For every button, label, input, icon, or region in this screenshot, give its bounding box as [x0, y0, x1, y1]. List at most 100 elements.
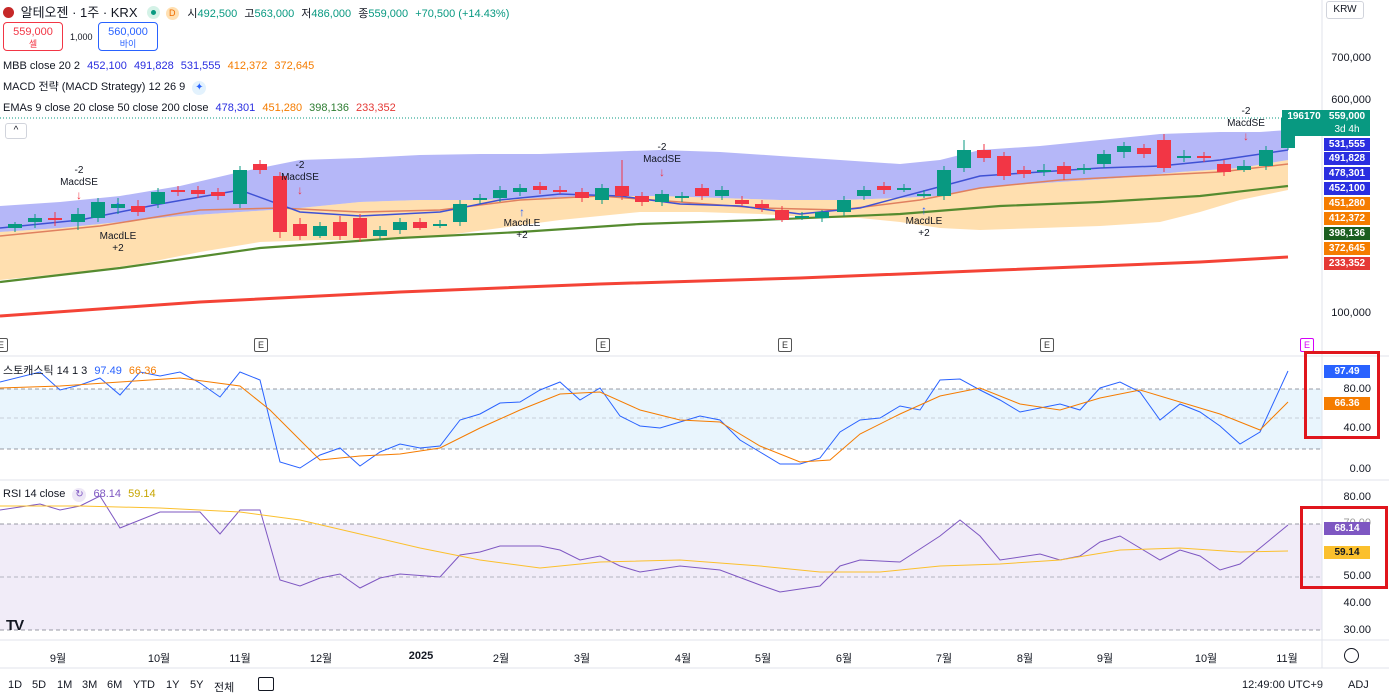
candle	[857, 190, 871, 196]
earnings-marker[interactable]: E	[254, 338, 268, 352]
price-scale-100k: 100,000	[1331, 307, 1371, 319]
x-label: 5월	[754, 653, 772, 665]
x-label: 9월	[1096, 653, 1114, 665]
range-1d[interactable]: 1D	[8, 679, 23, 691]
candle	[1017, 170, 1031, 174]
price-tag-orange-2: 412,372	[1324, 212, 1370, 225]
x-label: 4월	[674, 653, 692, 665]
range-ytd[interactable]: YTD	[133, 679, 155, 691]
candle	[211, 192, 225, 196]
ohlc-close: 559,000	[368, 8, 409, 20]
legend-macd[interactable]: MACD 전략 (MACD Strategy) 12 26 9 ✦	[3, 80, 210, 95]
earnings-marker[interactable]: E	[778, 338, 792, 352]
ema-20-line	[0, 163, 1289, 237]
buy-price: 560,000	[108, 26, 148, 38]
spread-value: 1,000	[70, 32, 93, 42]
price-scale-700k: 700,000	[1331, 52, 1371, 64]
rsi-settings-icon[interactable]: ↻	[72, 488, 87, 502]
candle	[151, 192, 165, 204]
candle	[493, 190, 507, 198]
candle	[1097, 154, 1111, 164]
candle	[71, 214, 85, 222]
range-5y[interactable]: 5Y	[190, 679, 204, 691]
candle	[877, 186, 891, 190]
signal-short-3: -2 MacdSE ↓	[643, 142, 681, 179]
arrow-up-icon: ↑	[519, 205, 525, 219]
signal-long-1: ↑ MacdLE +2	[99, 198, 137, 254]
ohlc-low: 486,000	[311, 8, 352, 20]
range-all[interactable]: 전체	[214, 682, 235, 694]
price-tag-orange-3: 372,645	[1324, 242, 1370, 255]
arrow-down-icon: ↓	[1242, 129, 1249, 143]
signal-short-4: -2 MacdSE ↓	[1227, 106, 1265, 143]
rsi-scale-30: 30.00	[1343, 624, 1371, 636]
candle	[8, 224, 22, 228]
candle	[595, 188, 609, 200]
period-badge: D	[165, 7, 179, 20]
arrow-up-icon: ↑	[115, 198, 121, 212]
candle	[1217, 164, 1231, 172]
earnings-marker[interactable]: E	[596, 338, 610, 352]
signal-long-3: ↑ MacdLE +2	[905, 203, 943, 239]
candle	[715, 190, 729, 196]
clock-time[interactable]: 12:49:00 UTC+9	[1242, 679, 1324, 691]
ohlc-high: 563,000	[254, 8, 295, 20]
range-1y[interactable]: 1Y	[166, 679, 180, 691]
tradingview-logo[interactable]: TV	[6, 617, 24, 634]
candle	[1237, 166, 1251, 170]
legend-emas[interactable]: EMAs 9 close 20 close 50 close 200 close…	[3, 102, 396, 114]
range-1m[interactable]: 1M	[57, 679, 73, 691]
candle	[253, 164, 267, 170]
strategy-settings-icon[interactable]: ✦	[192, 81, 207, 95]
range-6m[interactable]: 6M	[107, 679, 123, 691]
bb-lower-fill	[0, 160, 1288, 280]
legend-rsi[interactable]: RSI 14 close ↻ 68.14 59.14	[3, 488, 156, 502]
candle	[191, 190, 205, 194]
stoch-scale-40: 40.00	[1343, 422, 1371, 434]
earnings-marker[interactable]: E	[1040, 338, 1054, 352]
sell-price: 559,000	[13, 26, 53, 38]
buy-button[interactable]: 560,000 바이	[98, 22, 158, 51]
date-range-icon[interactable]	[258, 677, 274, 691]
earnings-marker[interactable]: E	[0, 338, 8, 352]
candle	[897, 188, 911, 190]
stoch-d-line	[0, 377, 1289, 463]
ema-50-line	[0, 184, 1289, 284]
candle	[917, 194, 931, 196]
candle	[473, 198, 487, 200]
price-tag-last: 559,000 3d 4h	[1324, 110, 1370, 136]
candle	[453, 204, 467, 222]
legend-stochastic[interactable]: 스토캐스틱 14 1 3 97.49 66.36	[3, 365, 157, 377]
candle	[1197, 156, 1211, 158]
x-label: 7월	[935, 653, 953, 665]
price-scale-600k: 600,000	[1331, 94, 1371, 106]
candle	[171, 190, 185, 192]
range-3m[interactable]: 3M	[82, 679, 98, 691]
sell-button[interactable]: 559,000 셀	[3, 22, 63, 51]
price-tag-ema200: 233,352	[1324, 257, 1370, 270]
chart-settings-icon[interactable]	[1344, 648, 1359, 663]
candle	[293, 224, 307, 236]
symbol-logo-icon	[3, 7, 14, 18]
x-label: 6월	[835, 653, 853, 665]
arrow-down-icon: ↓	[75, 188, 82, 202]
legend-mbb[interactable]: MBB close 20 2 452,100 491,828 531,555 4…	[3, 60, 315, 72]
stoch-k-tag: 97.49	[1324, 365, 1370, 378]
symbol-header: 알테오젠 · 1주 · KRX D 시492,500 고563,000 저486…	[3, 2, 509, 21]
adj-toggle[interactable]: ADJ	[1348, 679, 1369, 691]
earnings-marker[interactable]: E	[1300, 338, 1314, 352]
candle	[233, 170, 247, 204]
candle	[957, 150, 971, 168]
range-5d[interactable]: 5D	[32, 679, 47, 691]
price-tag-ema20: 451,280	[1324, 197, 1370, 210]
candle	[111, 204, 125, 208]
rsi-highlight-box	[1300, 506, 1388, 589]
rsi-value-tag: 68.14	[1324, 522, 1370, 535]
symbol-title[interactable]: 알테오젠 · 1주 · KRX	[20, 5, 138, 20]
candle	[575, 192, 589, 198]
x-label: 2025	[408, 650, 434, 662]
collapse-legend-button[interactable]: ^	[5, 123, 27, 139]
currency-button[interactable]: KRW	[1326, 1, 1364, 19]
candle	[1077, 168, 1091, 170]
